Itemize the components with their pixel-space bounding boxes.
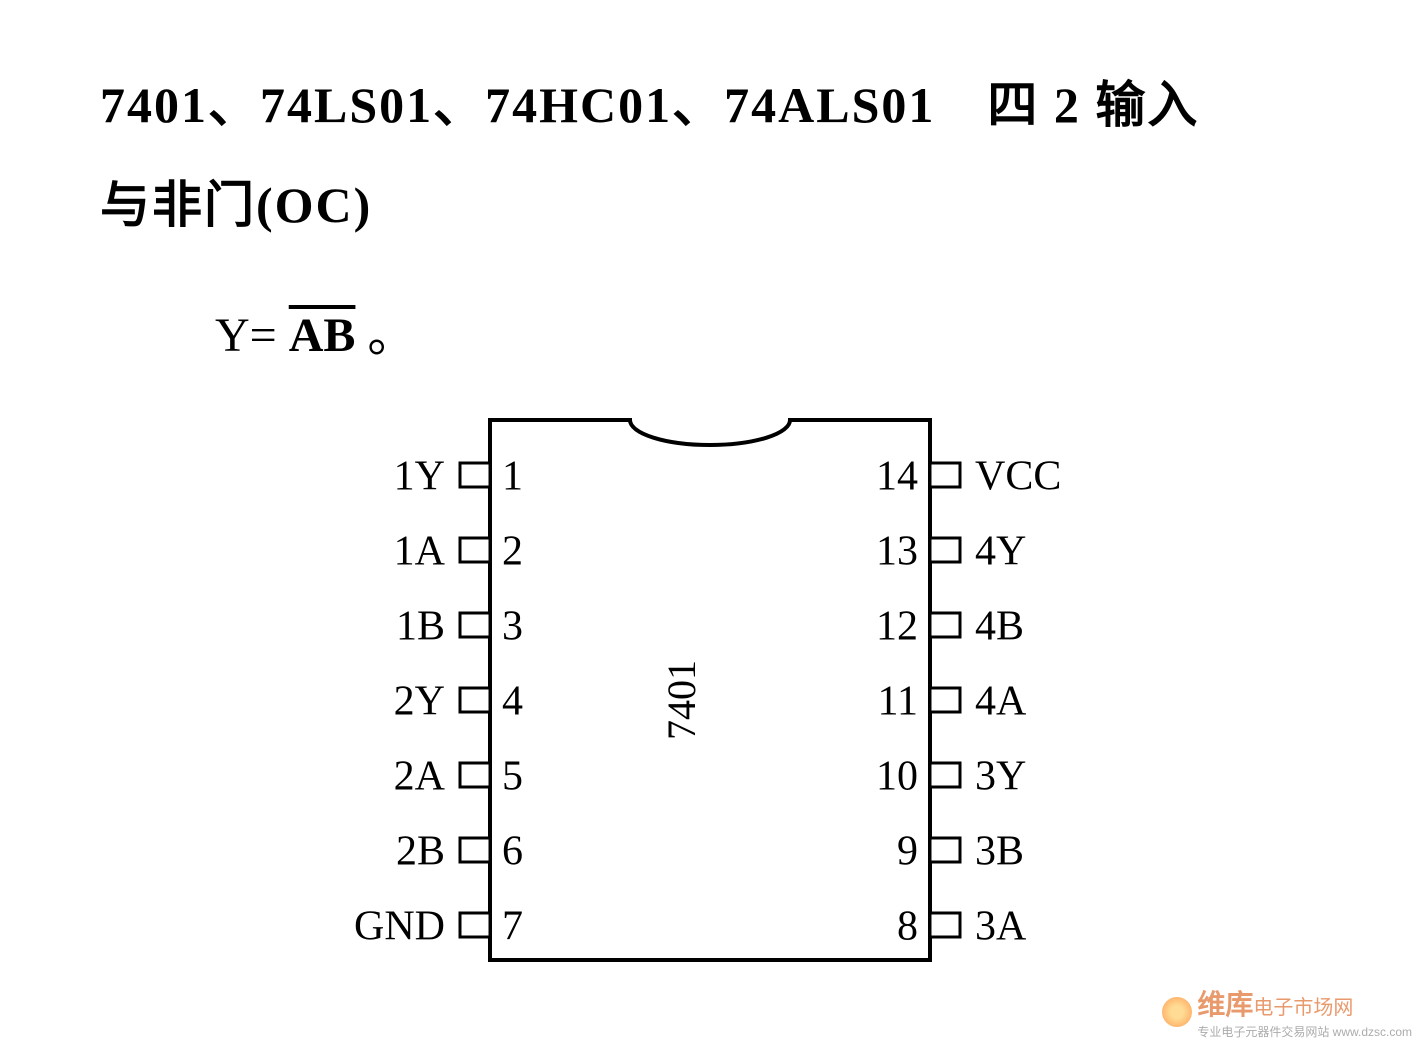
pin-number: 14 (876, 454, 918, 500)
chip-name-label: 7401 (659, 660, 704, 740)
boolean-formula: Y= AB 。 (215, 295, 415, 365)
pin-box-right (930, 538, 960, 562)
pin-box-left (460, 613, 490, 637)
pin-number: 13 (876, 529, 918, 575)
pin-box-left (460, 838, 490, 862)
pin-box-left (460, 913, 490, 937)
pin-number: 5 (502, 754, 523, 800)
watermark-bottom-sub: 专业电子元器件交易网站 www.dzsc.com (1197, 1023, 1412, 1040)
pin-box-left (460, 463, 490, 487)
pin-number: 12 (876, 604, 918, 650)
watermark-logo-icon (1162, 997, 1192, 1027)
pin-box-left (460, 538, 490, 562)
pin-number: 11 (878, 679, 918, 725)
pin-label: 1B (396, 604, 445, 650)
pin-box-left (460, 763, 490, 787)
pin-number: 7 (502, 904, 523, 950)
pin-label: 1A (394, 529, 446, 575)
pin-label: 4Y (975, 529, 1026, 575)
pin-number: 10 (876, 754, 918, 800)
pin-label: VCC (975, 454, 1061, 500)
pin-box-left (460, 688, 490, 712)
pin-box-right (930, 838, 960, 862)
pin-box-right (930, 463, 960, 487)
chip-diagram: 7401 1 1Y 2 1A 3 1B 4 2Y 5 2A 6 2B 7 GND 14 VCC 13 4Y 12 4B 1… (300, 400, 1150, 980)
pin-box-right (930, 613, 960, 637)
pin-label: 2Y (394, 679, 445, 725)
chip-svg: 7401 1 1Y 2 1A 3 1B 4 2Y 5 2A 6 2B 7 GND 14 VCC 13 4Y 12 4B 1… (300, 400, 1150, 980)
pin-label: 1Y (394, 454, 445, 500)
formula-prefix: Y= (215, 309, 289, 362)
pin-box-right (930, 913, 960, 937)
chip-body (490, 420, 930, 960)
formula-suffix: 。 (355, 309, 415, 362)
title-block: 7401、74LS01、74HC01、74ALS01 四 2 输入 与非门(OC… (100, 55, 1300, 255)
pin-label: GND (354, 904, 445, 950)
pin-number: 3 (502, 604, 523, 650)
pin-label: 2A (394, 754, 446, 800)
pin-number: 9 (897, 829, 918, 875)
watermark-bottom-side: 电子市场网 (1253, 997, 1353, 1019)
watermark-bottom: 维库电子市场网 专业电子元器件交易网站 www.dzsc.com (1162, 983, 1412, 1040)
pin-number: 4 (502, 679, 523, 725)
pin-label: 3B (975, 829, 1024, 875)
pin-number: 2 (502, 529, 523, 575)
pin-label: 4B (975, 604, 1024, 650)
pin-label: 3Y (975, 754, 1026, 800)
pin-label: 3A (975, 904, 1027, 950)
pin-number: 8 (897, 904, 918, 950)
pin-label: 2B (396, 829, 445, 875)
title-line1: 7401、74LS01、74HC01、74ALS01 四 2 输入 (100, 77, 1199, 133)
pin-box-right (930, 688, 960, 712)
formula-overlined: AB (289, 309, 356, 362)
watermark-bottom-main: 维库 (1197, 989, 1253, 1020)
pin-box-right (930, 763, 960, 787)
pin-number: 1 (502, 454, 523, 500)
pin-number: 6 (502, 829, 523, 875)
title-line2: 与非门(OC) (100, 177, 372, 233)
pin-label: 4A (975, 679, 1027, 725)
